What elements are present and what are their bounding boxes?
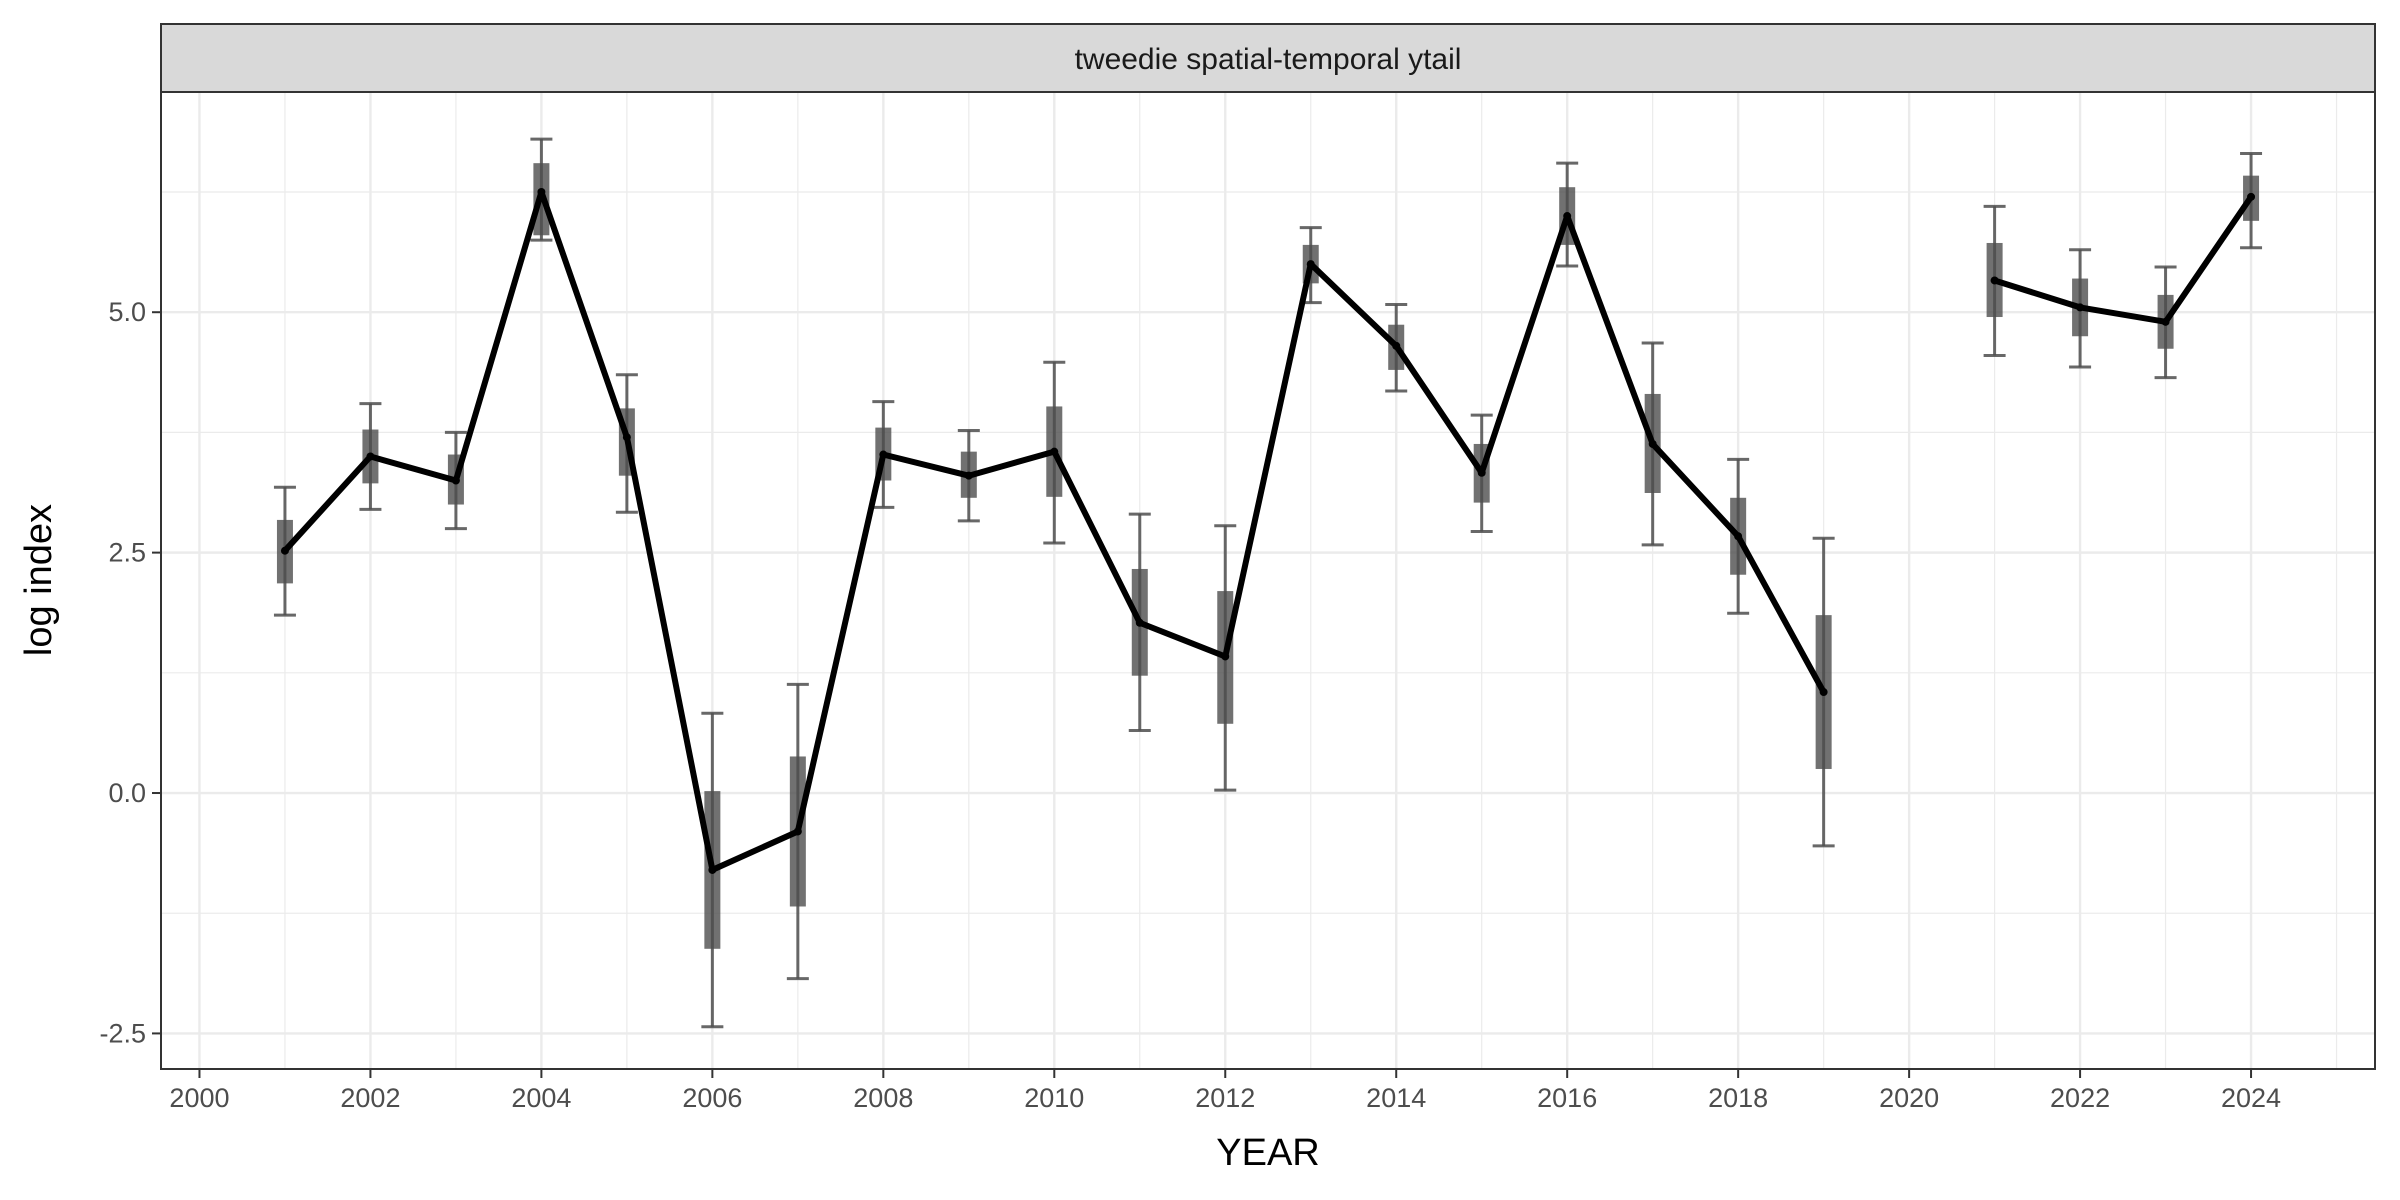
data-point	[622, 433, 631, 442]
x-tick-label: 2024	[2221, 1083, 2281, 1113]
x-tick-label: 2004	[511, 1083, 571, 1113]
plot-panel-background	[161, 92, 2375, 1069]
data-point	[1734, 532, 1743, 541]
data-point	[1135, 618, 1144, 627]
x-tick-label: 2008	[853, 1083, 913, 1113]
data-point	[2076, 303, 2085, 312]
x-axis: 2000 2002 2004 2006 2008 2010 2012 2014 2016 2018…	[169, 1069, 2281, 1113]
x-axis-title: YEAR	[1216, 1132, 1319, 1174]
data-point	[2247, 192, 2256, 201]
data-point	[1563, 212, 1572, 221]
data-point	[1221, 652, 1230, 661]
x-tick-label: 2022	[2050, 1083, 2110, 1113]
plot-panel-border	[160, 91, 2376, 1070]
x-tick-label: 2018	[1708, 1083, 1768, 1113]
x-tick-label: 2010	[1024, 1083, 1084, 1113]
x-tick-label: 2014	[1366, 1083, 1426, 1113]
y-axis-title: log index	[18, 504, 60, 656]
data-point	[1392, 341, 1401, 350]
plot-panel	[160, 91, 2376, 1070]
x-tick-label: 2002	[340, 1083, 400, 1113]
data-point	[537, 188, 546, 197]
facet-strip-background	[160, 23, 2376, 93]
series-lines	[280, 188, 2256, 874]
data-point	[1477, 468, 1486, 477]
data-point	[708, 865, 717, 874]
data-point	[1306, 260, 1315, 269]
data-point	[1819, 688, 1828, 697]
data-point	[1050, 447, 1059, 456]
y-tick-label: 2.5	[108, 538, 146, 568]
data-point	[451, 476, 460, 485]
series-line	[1991, 193, 2255, 325]
y-tick-label: 0.0	[108, 778, 146, 808]
y-axis: -2.5 0.0 2.5 5.0	[99, 297, 161, 1048]
x-tick-label: 2020	[1879, 1083, 1939, 1113]
x-tick-label: 2006	[682, 1083, 742, 1113]
y-tick-label: -2.5	[99, 1018, 146, 1048]
data-point	[964, 471, 973, 480]
data-point	[280, 546, 289, 555]
x-tick-label: 2000	[169, 1083, 229, 1113]
data-point	[1990, 276, 1999, 285]
facet-strip: tweedie spatial-temporal ytail	[160, 23, 2376, 93]
y-tick-label: 5.0	[108, 297, 146, 327]
x-tick-label: 2016	[1537, 1083, 1597, 1113]
data-point	[1648, 439, 1657, 448]
data-point	[879, 450, 888, 459]
data-point	[366, 452, 375, 461]
facet-strip-label: tweedie spatial-temporal ytail	[1075, 43, 1462, 76]
data-point	[793, 827, 802, 836]
data-point	[2161, 317, 2170, 326]
x-tick-label: 2012	[1195, 1083, 1255, 1113]
